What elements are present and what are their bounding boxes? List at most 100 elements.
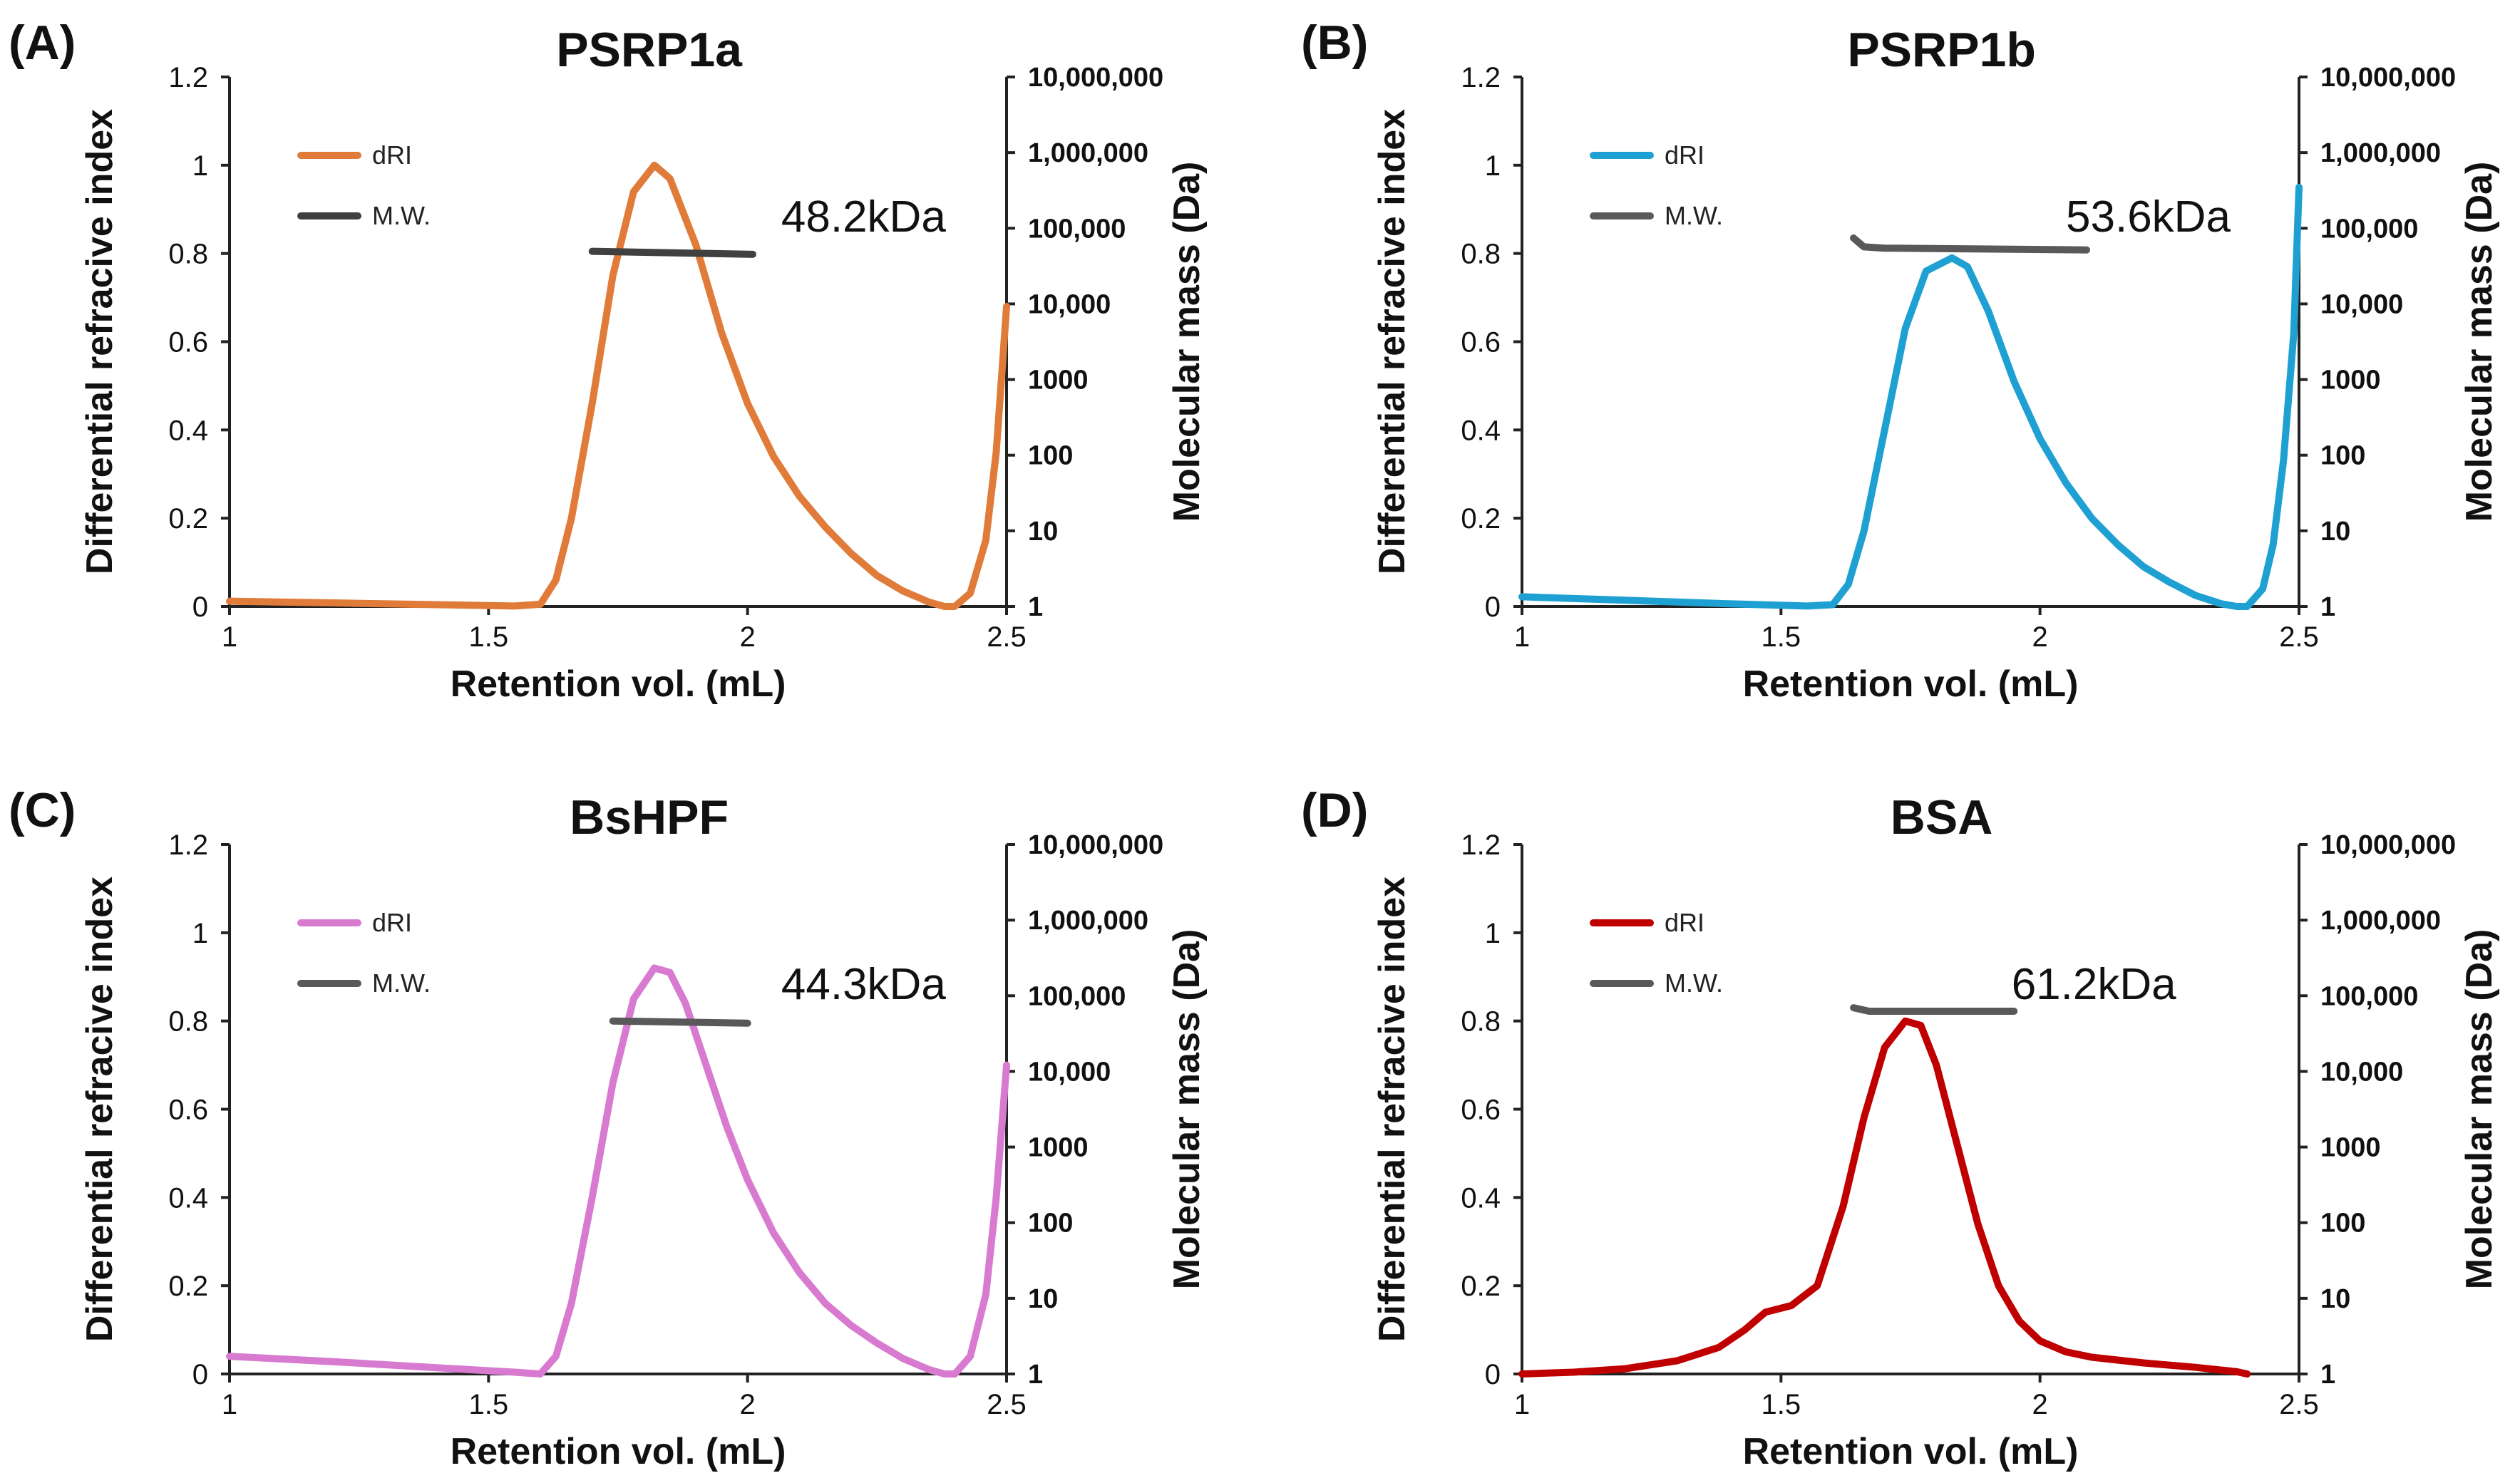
mw-series-line xyxy=(609,1017,751,1027)
y2-tick-label: 1000 xyxy=(1028,1133,1089,1163)
mw-annotation: 53.6kDa xyxy=(2066,192,2231,242)
y2-tick-label: 10 xyxy=(2320,1284,2350,1314)
y-tick-label: 1 xyxy=(192,918,208,949)
x-tick-label: 2.5 xyxy=(2279,1389,2319,1420)
x-tick-label: 1 xyxy=(1514,621,1530,653)
chart-title: BSA xyxy=(1891,790,1993,844)
panel-label: (D) xyxy=(1301,783,1368,837)
chart-panel-2: 00.20.40.60.811.21 1.5 2 2.5110100100010,00… xyxy=(1301,16,2500,705)
y2-tick-label: 10 xyxy=(1028,517,1058,547)
x-tick-label: 2.5 xyxy=(2279,621,2319,653)
y-axis-title: Differential refracive index xyxy=(79,877,120,1342)
legend-label-mw: M.W. xyxy=(1665,201,1723,230)
x-axis-title: Retention vol. (mL) xyxy=(451,1431,786,1472)
y2-tick-label: 10 xyxy=(2320,517,2350,547)
dri-series-line xyxy=(1518,183,2303,610)
y2-axis-title: Molecular mass (Da) xyxy=(1166,929,1208,1290)
y2-tick-label: 1000 xyxy=(1028,366,1089,396)
y2-tick-label: 100,000 xyxy=(1028,214,1126,244)
y2-tick-label: 100 xyxy=(2320,1209,2365,1239)
y2-tick-label: 100 xyxy=(1028,441,1073,471)
y2-axis-title: Molecular mass (Da) xyxy=(2459,929,2500,1290)
panel-label: (C) xyxy=(9,783,76,837)
y-tick-label: 0 xyxy=(192,1359,208,1390)
y-tick-label: 1 xyxy=(1485,150,1501,182)
chart-title: BsHPF xyxy=(570,790,729,844)
y2-tick-label: 1 xyxy=(1028,592,1043,622)
legend-label-mw: M.W. xyxy=(372,968,431,998)
panel-label: (A) xyxy=(9,16,76,70)
y2-tick-label: 10,000 xyxy=(2320,1057,2403,1087)
y-tick-label: 0.8 xyxy=(168,239,208,270)
mw-annotation: 44.3kDa xyxy=(781,960,946,1009)
y2-tick-label: 10,000,000 xyxy=(1028,63,1163,93)
chart-panel-3: 00.20.40.60.811.21 1.5 2 2.5110100100010,00… xyxy=(9,783,1208,1472)
dri-series-line xyxy=(226,964,1010,1378)
y-tick-label: 0.8 xyxy=(1461,1006,1501,1038)
y-tick-label: 0.4 xyxy=(1461,415,1501,446)
legend-label-dri: dRI xyxy=(1665,140,1704,170)
y2-tick-label: 1,000,000 xyxy=(2320,906,2441,936)
y-tick-label: 0.6 xyxy=(1461,327,1501,358)
y-tick-label: 1.2 xyxy=(168,62,208,93)
y-tick-label: 0.6 xyxy=(168,1095,208,1126)
x-tick-label: 2 xyxy=(2032,1389,2048,1420)
y-tick-label: 0.4 xyxy=(168,1182,208,1214)
y-tick-label: 1.2 xyxy=(1461,830,1501,861)
x-tick-label: 1.5 xyxy=(1762,621,1801,653)
y2-tick-label: 1,000,000 xyxy=(1028,138,1148,168)
dri-series-line xyxy=(1518,1017,2251,1378)
y2-tick-label: 100 xyxy=(1028,1209,1073,1239)
x-axis-title: Retention vol. (mL) xyxy=(1743,663,2079,705)
y2-tick-label: 10,000,000 xyxy=(2320,63,2456,93)
y2-tick-label: 1 xyxy=(2320,592,2335,622)
chart-title: PSRP1a xyxy=(556,23,743,77)
x-tick-label: 1 xyxy=(222,621,237,653)
y2-tick-label: 1,000,000 xyxy=(2320,138,2441,168)
x-axis-title: Retention vol. (mL) xyxy=(451,663,786,705)
x-tick-label: 2.5 xyxy=(987,1389,1027,1420)
y-axis-title: Differential refracive index xyxy=(1372,877,1413,1342)
y2-tick-label: 10,000,000 xyxy=(2320,830,2456,860)
y2-tick-label: 100 xyxy=(2320,441,2365,471)
y-tick-label: 0.6 xyxy=(1461,1095,1501,1126)
x-tick-label: 1.5 xyxy=(469,621,509,653)
x-tick-label: 2 xyxy=(740,1389,756,1420)
chart-panel-4: 00.20.40.60.811.21 1.5 2 2.5110100100010,00… xyxy=(1301,783,2500,1472)
y-tick-label: 0 xyxy=(1485,591,1501,623)
y-tick-label: 0.2 xyxy=(1461,503,1501,534)
y-tick-label: 0 xyxy=(192,591,208,623)
x-tick-label: 1.5 xyxy=(1762,1389,1801,1420)
y2-axis-title: Molecular mass (Da) xyxy=(2459,162,2500,522)
y2-tick-label: 1000 xyxy=(2320,1133,2381,1163)
y-tick-label: 0.4 xyxy=(1461,1182,1501,1214)
mw-series-line xyxy=(1850,1004,2018,1015)
y2-tick-label: 1,000,000 xyxy=(1028,906,1148,936)
y2-tick-label: 100,000 xyxy=(2320,214,2418,244)
y2-axis-title: Molecular mass (Da) xyxy=(1166,162,1208,522)
y-tick-label: 0.2 xyxy=(168,503,208,534)
legend-label-mw: M.W. xyxy=(372,201,431,230)
y-tick-label: 0.2 xyxy=(1461,1271,1501,1302)
y-tick-label: 0.6 xyxy=(168,327,208,358)
mw-series-line xyxy=(1850,234,2091,254)
x-tick-label: 1.5 xyxy=(469,1389,509,1420)
dri-series-line xyxy=(226,161,1010,610)
y-tick-label: 1 xyxy=(1485,918,1501,949)
y2-tick-label: 10,000 xyxy=(1028,289,1111,319)
y-tick-label: 1 xyxy=(192,150,208,182)
legend-label-dri: dRI xyxy=(372,908,412,937)
x-tick-label: 2 xyxy=(740,621,756,653)
y2-tick-label: 1 xyxy=(2320,1360,2335,1390)
y2-tick-label: 10,000 xyxy=(2320,289,2403,319)
y2-tick-label: 10,000,000 xyxy=(1028,830,1163,860)
legend-label-dri: dRI xyxy=(1665,908,1704,937)
y-axis-title: Differential refracive index xyxy=(1372,109,1413,574)
y-tick-label: 0.8 xyxy=(1461,239,1501,270)
y2-tick-label: 10 xyxy=(1028,1284,1058,1314)
y2-tick-label: 1000 xyxy=(2320,366,2381,396)
mw-series-line xyxy=(588,247,756,258)
x-tick-label: 1 xyxy=(1514,1389,1530,1420)
mw-annotation: 61.2kDa xyxy=(2012,960,2176,1009)
